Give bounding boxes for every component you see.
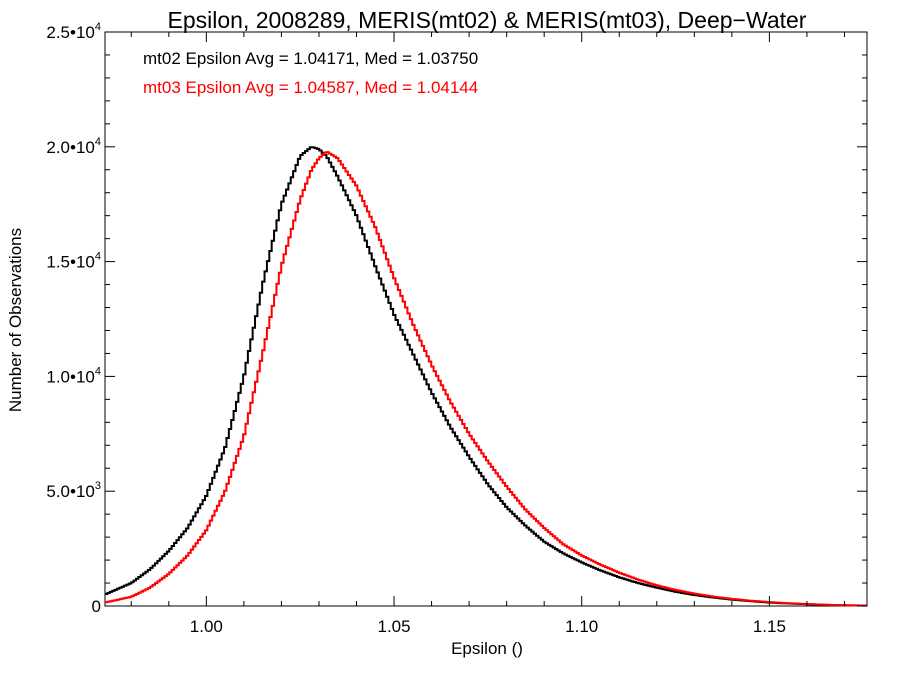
annotation-mt02: mt02 Epsilon Avg = 1.04171, Med = 1.0375… — [143, 49, 478, 68]
series-layer — [105, 146, 867, 607]
y-tick-label: 1.5•104 — [46, 251, 101, 272]
chart-title: Epsilon, 2008289, MERIS(mt02) & MERIS(mt… — [168, 7, 807, 33]
y-axis: 0 5.0•103 1.0•104 1.5•104 2.0•104 2.5•104 — [46, 21, 867, 616]
series-line-mt02 — [105, 146, 867, 607]
y-tick-label: 0 — [92, 597, 101, 616]
plot-frame — [104, 31, 868, 607]
x-tick-label: 1.05 — [377, 617, 410, 636]
series-line-mt03 — [105, 151, 867, 607]
y-tick-label: 2.0•104 — [46, 136, 101, 157]
y-tick-label: 1.0•104 — [46, 365, 101, 386]
x-tick-label: 1.00 — [190, 617, 223, 636]
annotation-mt03: mt03 Epsilon Avg = 1.04587, Med = 1.0414… — [143, 78, 478, 97]
x-tick-label: 1.15 — [753, 617, 786, 636]
y-axis-title: Number of Observations — [6, 228, 25, 412]
x-tick-label: 1.10 — [565, 617, 598, 636]
x-axis: 1.00 1.05 1.10 1.15 — [130, 32, 845, 636]
x-axis-title: Epsilon () — [451, 639, 523, 658]
y-tick-label: 5.0•103 — [46, 480, 101, 501]
y-tick-label: 2.5•104 — [46, 21, 101, 42]
